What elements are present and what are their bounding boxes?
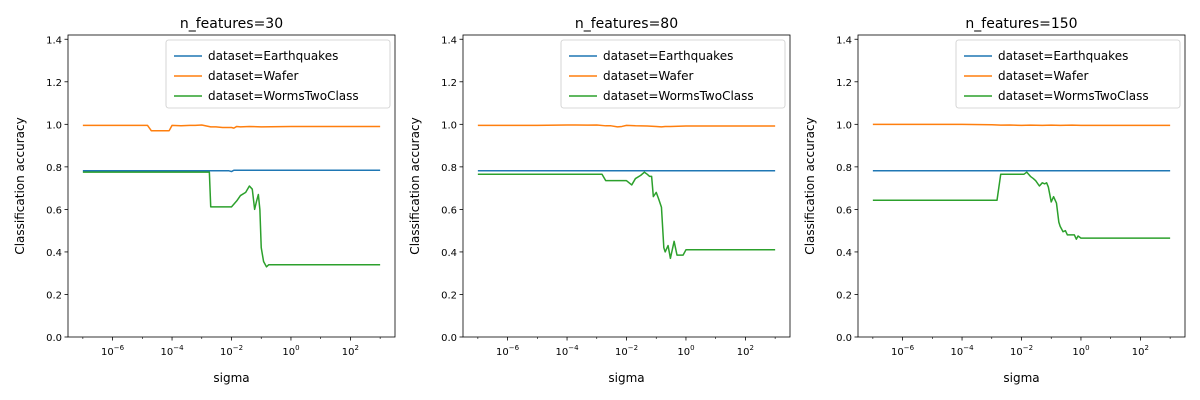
y-tick-label: 1.4 bbox=[441, 35, 457, 46]
series-line-2 bbox=[477, 171, 776, 260]
x-axis-label: sigma bbox=[608, 371, 644, 385]
x-tick-label: 102 bbox=[342, 344, 359, 358]
y-tick-label: 1.2 bbox=[441, 78, 457, 89]
y-tick-label: 0.6 bbox=[46, 205, 62, 216]
x-tick-label: 102 bbox=[1132, 344, 1149, 358]
plot-area bbox=[82, 124, 381, 268]
legend-label: dataset=Earthquakes bbox=[603, 49, 733, 63]
x-axis-label: sigma bbox=[213, 371, 249, 385]
series-line-2 bbox=[872, 171, 1171, 240]
legend-label: dataset=Wafer bbox=[208, 69, 298, 83]
x-tick-label: 10−4 bbox=[161, 344, 185, 358]
legend-label: dataset=Wafer bbox=[998, 69, 1088, 83]
legend-box bbox=[955, 39, 1181, 109]
chart-title: n_features=150 bbox=[965, 16, 1077, 32]
y-tick-label: 1.4 bbox=[46, 35, 62, 46]
legend: dataset=Earthquakes dataset=Wafer dataset=… bbox=[165, 39, 391, 109]
series-line-0 bbox=[82, 169, 381, 173]
series-line-2 bbox=[82, 171, 381, 268]
y-tick-label: 0.4 bbox=[441, 248, 457, 259]
legend-box bbox=[560, 39, 786, 109]
plot-area bbox=[477, 124, 776, 260]
x-tick-label: 102 bbox=[737, 344, 754, 358]
y-tick-label: 0.0 bbox=[441, 333, 457, 344]
x-tick-label: 100 bbox=[282, 344, 299, 358]
x-axis-label: sigma bbox=[1003, 371, 1039, 385]
x-tick-label: 10−6 bbox=[496, 344, 520, 358]
chart-panel: 0.0 0.2 0.4 0.6 0.8 1.0 1.2 1.4 10−6 10−4 10−2 100 1… bbox=[408, 16, 791, 385]
y-tick-label: 0.6 bbox=[441, 205, 457, 216]
legend: dataset=Earthquakes dataset=Wafer dataset=… bbox=[955, 39, 1181, 109]
y-tick-label: 1.0 bbox=[46, 120, 62, 131]
x-tick-label: 10−2 bbox=[220, 344, 243, 358]
legend-label: dataset=Earthquakes bbox=[208, 49, 338, 63]
y-tick-label: 0.0 bbox=[836, 333, 852, 344]
y-tick-label: 1.0 bbox=[836, 120, 852, 131]
series-line-1 bbox=[82, 124, 381, 132]
chart-panel: 0.0 0.2 0.4 0.6 0.8 1.0 1.2 1.4 10−6 10−4 10−2 100 1… bbox=[803, 16, 1186, 385]
chart-panel: 0.0 0.2 0.4 0.6 0.8 1.0 1.2 1.4 10−6 10−4 10−2 100 1… bbox=[13, 16, 396, 385]
series-line-1 bbox=[872, 123, 1171, 127]
legend-label: dataset=Wafer bbox=[603, 69, 693, 83]
y-tick-label: 1.0 bbox=[441, 120, 457, 131]
y-tick-label: 0.8 bbox=[441, 163, 457, 174]
x-tick-label: 10−6 bbox=[101, 344, 125, 358]
y-tick-label: 0.6 bbox=[836, 205, 852, 216]
y-tick-label: 0.2 bbox=[441, 290, 457, 301]
chart-title: n_features=80 bbox=[575, 16, 678, 32]
y-tick-label: 1.2 bbox=[46, 78, 62, 89]
y-tick-label: 0.2 bbox=[46, 290, 62, 301]
y-tick-label: 1.2 bbox=[836, 78, 852, 89]
y-axis-label: Classification accuracy bbox=[408, 117, 422, 254]
chart-title: n_features=30 bbox=[180, 16, 283, 32]
series-line-1 bbox=[477, 124, 776, 128]
y-tick-label: 0.8 bbox=[46, 163, 62, 174]
x-tick-label: 10−4 bbox=[951, 344, 975, 358]
y-axis-label: Classification accuracy bbox=[803, 117, 817, 254]
x-tick-label: 10−2 bbox=[1010, 344, 1033, 358]
legend-label: dataset=WormsTwoClass bbox=[603, 89, 754, 103]
x-tick-label: 10−6 bbox=[891, 344, 915, 358]
x-tick-label: 10−2 bbox=[615, 344, 638, 358]
legend-label: dataset=WormsTwoClass bbox=[998, 89, 1149, 103]
x-tick-label: 10−4 bbox=[556, 344, 580, 358]
legend-box bbox=[165, 39, 391, 109]
y-tick-label: 1.4 bbox=[836, 35, 852, 46]
x-tick-label: 100 bbox=[1072, 344, 1089, 358]
x-tick-label: 100 bbox=[677, 344, 694, 358]
y-tick-label: 0.2 bbox=[836, 290, 852, 301]
legend: dataset=Earthquakes dataset=Wafer dataset=… bbox=[560, 39, 786, 109]
legend-label: dataset=Earthquakes bbox=[998, 49, 1128, 63]
y-tick-label: 0.4 bbox=[836, 248, 852, 259]
legend-label: dataset=WormsTwoClass bbox=[208, 89, 359, 103]
y-tick-label: 0.4 bbox=[46, 248, 62, 259]
y-tick-label: 0.8 bbox=[836, 163, 852, 174]
y-axis-label: Classification accuracy bbox=[13, 117, 27, 254]
plot-area bbox=[872, 123, 1171, 240]
y-tick-label: 0.0 bbox=[46, 333, 62, 344]
